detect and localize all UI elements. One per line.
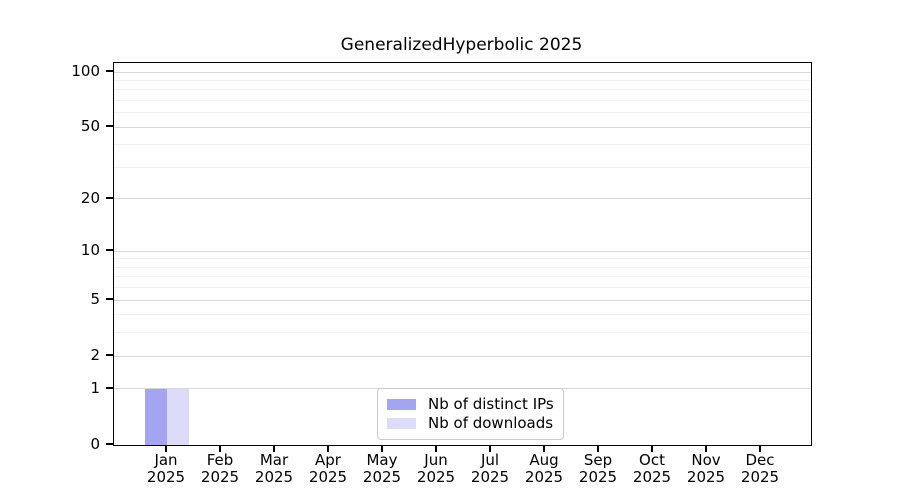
x-tick-month: Aug <box>529 451 559 469</box>
x-tick-jul <box>489 445 491 452</box>
chart-title: GeneralizedHyperbolic 2025 <box>340 35 583 55</box>
y-tick-label-0: 0 <box>90 435 100 453</box>
y-tick-100 <box>106 70 113 73</box>
x-tick-label-mar: Mar 2025 <box>242 452 306 486</box>
x-tick-feb <box>219 445 221 452</box>
x-tick-jun <box>435 445 437 452</box>
x-tick-mar <box>273 445 275 452</box>
y-tick-1 <box>106 386 113 389</box>
gridline-major-100 <box>114 71 811 73</box>
x-tick-aug <box>543 445 545 452</box>
legend-swatch-distinct-ips-icon <box>387 399 416 410</box>
y-tick-label-5: 5 <box>90 290 100 309</box>
y-tick-0 <box>106 443 113 445</box>
x-tick-year: 2025 <box>416 468 456 486</box>
gridline-minor-70 <box>114 100 811 102</box>
gridline-major-10 <box>114 250 811 252</box>
x-tick-month: May <box>366 451 398 469</box>
y-tick-2 <box>106 354 113 357</box>
x-tick-label-jul: Jul 2025 <box>458 452 522 486</box>
bar-distinct-ips-jan <box>145 388 167 445</box>
x-tick-year: 2025 <box>686 468 726 486</box>
gridline-minor-4 <box>114 314 811 316</box>
x-tick-label-oct: Oct 2025 <box>620 452 684 486</box>
x-tick-month: Oct <box>639 451 665 469</box>
y-tick-50 <box>106 125 113 128</box>
x-tick-oct <box>651 445 653 452</box>
x-tick-month: Sep <box>583 451 613 469</box>
legend-item-distinct-ips: Nb of distinct IPs <box>387 397 554 412</box>
gridline-minor-6 <box>114 287 811 289</box>
y-tick-label-2: 2 <box>90 346 100 365</box>
x-tick-month: Jan <box>154 451 178 469</box>
x-tick-jan <box>165 445 167 452</box>
x-tick-month: Jun <box>424 451 448 469</box>
x-tick-month: Dec <box>745 451 775 469</box>
gridline-minor-7 <box>114 276 811 278</box>
x-tick-nov <box>705 445 707 452</box>
x-tick-dec <box>759 445 761 452</box>
y-tick-label-100: 100 <box>71 62 100 81</box>
x-tick-month: Mar <box>259 451 289 469</box>
legend: Nb of distinct IPs Nb of downloads <box>377 388 564 440</box>
gridline-major-20 <box>114 198 811 200</box>
x-tick-label-apr: Apr 2025 <box>296 452 360 486</box>
gridline-minor-60 <box>114 112 811 114</box>
legend-swatch-downloads-icon <box>387 418 416 429</box>
x-tick-year: 2025 <box>362 468 402 486</box>
gridline-major-50 <box>114 126 811 128</box>
gridline-minor-8 <box>114 266 811 268</box>
gridline-minor-80 <box>114 89 811 91</box>
y-tick-label-1: 1 <box>90 378 100 397</box>
x-tick-year: 2025 <box>740 468 780 486</box>
x-tick-year: 2025 <box>308 468 348 486</box>
x-tick-label-jan: Jan 2025 <box>134 452 198 486</box>
x-tick-year: 2025 <box>146 468 186 486</box>
x-tick-year: 2025 <box>632 468 672 486</box>
x-tick-label-aug: Aug 2025 <box>512 452 576 486</box>
legend-item-downloads: Nb of downloads <box>387 416 554 431</box>
y-tick-5 <box>106 298 113 301</box>
gridline-minor-90 <box>114 79 811 81</box>
y-tick-20 <box>106 196 113 199</box>
y-tick-label-20: 20 <box>80 188 100 207</box>
gridline-minor-3 <box>114 332 811 334</box>
x-tick-label-may: May 2025 <box>350 452 414 486</box>
bar-downloads-jan <box>167 388 189 445</box>
gridline-minor-30 <box>114 167 811 168</box>
x-tick-year: 2025 <box>200 468 240 486</box>
x-tick-month: Nov <box>691 451 721 469</box>
x-tick-label-feb: Feb 2025 <box>188 452 252 486</box>
gridline-minor-40 <box>114 144 811 146</box>
y-tick-label-10: 10 <box>80 241 100 260</box>
x-tick-year: 2025 <box>470 468 510 486</box>
x-tick-label-dec: Dec 2025 <box>728 452 792 486</box>
x-tick-label-nov: Nov 2025 <box>674 452 738 486</box>
legend-label-distinct-ips: Nb of distinct IPs <box>428 395 554 413</box>
x-tick-month: Apr <box>315 451 341 469</box>
legend-label-downloads: Nb of downloads <box>428 414 554 432</box>
y-tick-label-50: 50 <box>80 117 100 136</box>
x-tick-label-sep: Sep 2025 <box>566 452 630 486</box>
y-tick-10 <box>106 249 113 252</box>
x-tick-label-jun: Jun 2025 <box>404 452 468 486</box>
plot-area <box>113 62 812 446</box>
x-tick-apr <box>327 445 329 452</box>
x-tick-year: 2025 <box>254 468 294 486</box>
x-tick-year: 2025 <box>578 468 618 486</box>
x-tick-month: Feb <box>206 451 234 469</box>
gridline-major-5 <box>114 299 811 301</box>
x-tick-month: Jul <box>480 451 500 469</box>
x-tick-may <box>381 445 383 452</box>
x-tick-sep <box>597 445 599 452</box>
x-tick-year: 2025 <box>524 468 564 486</box>
gridline-major-2 <box>114 355 811 357</box>
gridline-minor-9 <box>114 258 811 260</box>
